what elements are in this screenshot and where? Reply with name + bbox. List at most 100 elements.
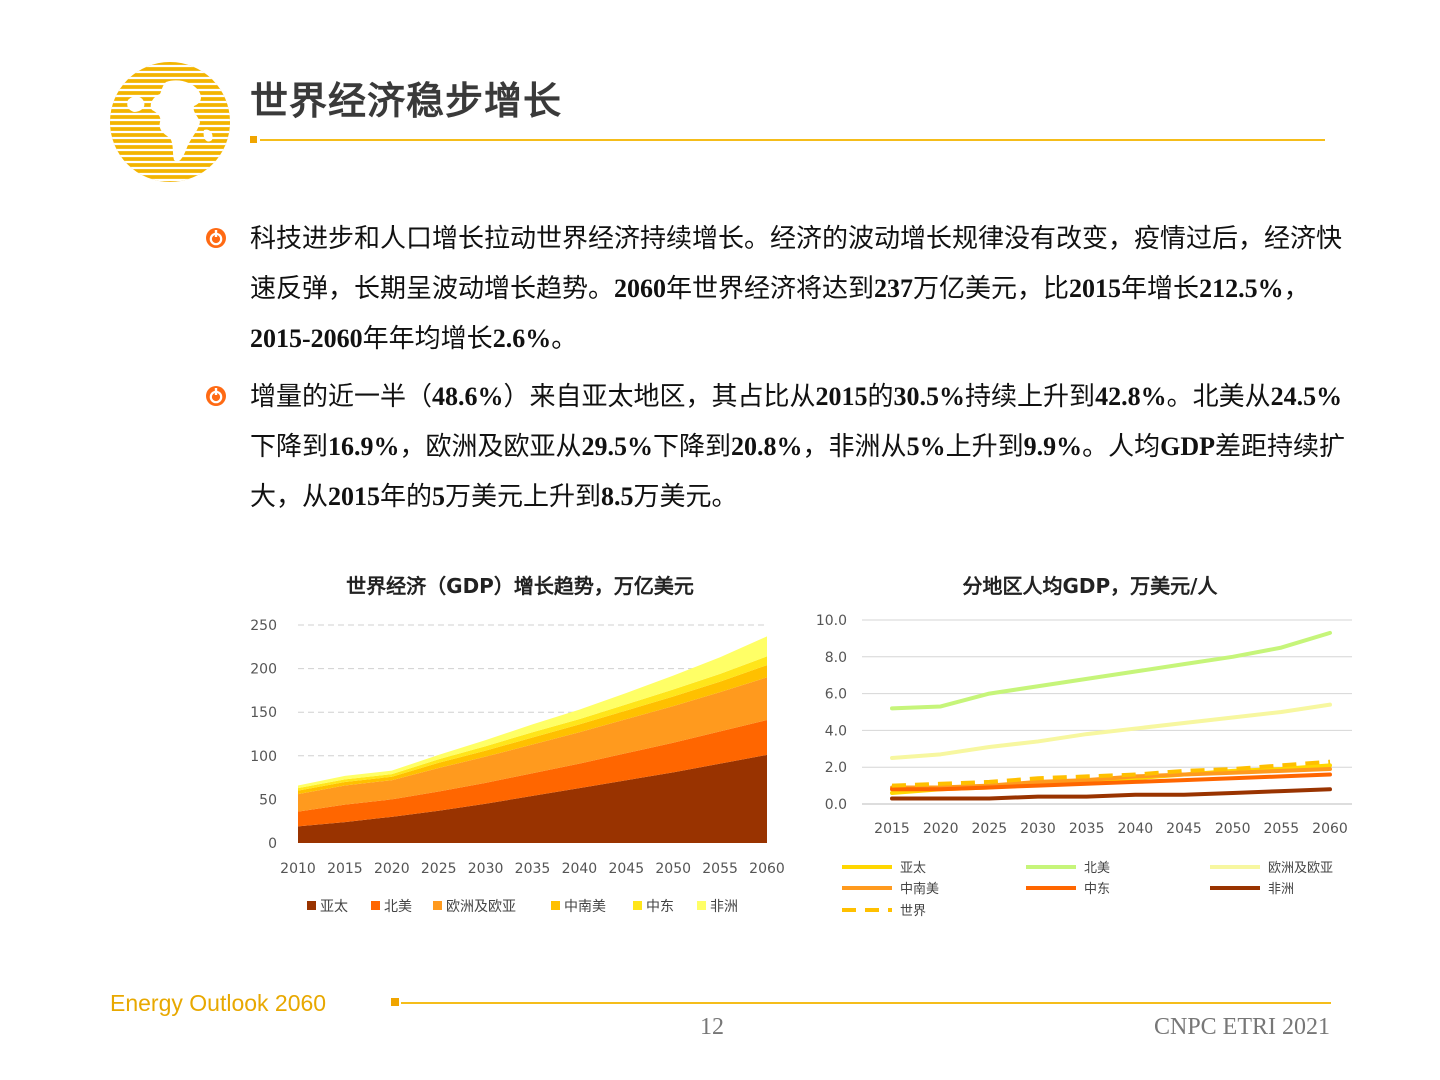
x-tick-label: 2045 xyxy=(608,861,644,877)
bold-text-run: 9.9% xyxy=(1023,432,1083,461)
page-title: 世界经济稳步增长 xyxy=(250,79,563,123)
bold-text-run: 2015 xyxy=(328,482,381,511)
y-tick-label: 250 xyxy=(250,618,277,634)
y-tick-label: 200 xyxy=(250,662,277,678)
y-tick-label: 8.0 xyxy=(825,650,847,666)
bullet-text: 增量的近一半（48.6%）来自亚太地区，其占比从2015的30.5%持续上升到4… xyxy=(250,382,1345,512)
line-series-6 xyxy=(891,759,1331,788)
y-tick-label: 50 xyxy=(259,792,277,808)
bold-text-run: 16.9% xyxy=(328,432,400,461)
legend-label: 北美 xyxy=(1084,861,1110,876)
legend-swatch xyxy=(633,901,642,910)
x-tick-label: 2055 xyxy=(1264,821,1300,837)
bold-text-run: 5% xyxy=(906,432,946,461)
line-series-4 xyxy=(890,772,1332,792)
text-run: 持续上升到 xyxy=(965,382,1096,412)
legend-label: 亚太 xyxy=(320,899,348,915)
bold-text-run: 212.5% xyxy=(1199,274,1284,303)
bullet-icon xyxy=(206,386,226,406)
text-run: 上升到 xyxy=(945,432,1024,462)
chart-title: 分地区人均GDP，万美元/人 xyxy=(963,574,1219,598)
text-run: 增量的近一半（ xyxy=(250,382,433,412)
text-run: ， xyxy=(1283,274,1310,304)
text-run: 万亿美元，比 xyxy=(913,274,1070,304)
text-run: 。人均 xyxy=(1082,432,1161,462)
area-series-1 xyxy=(298,720,767,827)
y-tick-label: 10.0 xyxy=(816,613,847,629)
text-run: ，非洲从 xyxy=(802,432,907,462)
x-tick-label: 2060 xyxy=(749,861,785,877)
legend-label: 北美 xyxy=(384,899,412,915)
y-tick-label: 150 xyxy=(250,705,277,721)
y-tick-label: 4.0 xyxy=(825,723,847,739)
text-run: 科技进步和人口增长拉动世界经济持续增长。经济的波动增长规律没有改变，疫情过后，经… xyxy=(250,224,1343,304)
bold-text-run: 24.5% xyxy=(1270,382,1343,411)
text-run: 的 xyxy=(867,382,894,412)
legend-swatch xyxy=(307,901,316,910)
x-tick-label: 2050 xyxy=(1215,821,1251,837)
legend-swatch xyxy=(433,901,442,910)
y-tick-label: 100 xyxy=(250,749,277,765)
bullet-item: 增量的近一半（48.6%）来自亚太地区，其占比从2015的30.5%持续上升到4… xyxy=(205,372,1345,522)
bold-text-run: 2060 xyxy=(614,274,667,303)
text-run: 万美元上升到 xyxy=(445,482,602,512)
line-series-1 xyxy=(890,630,1332,711)
y-tick-label: 0 xyxy=(268,836,277,852)
x-tick-label: 2040 xyxy=(1118,821,1154,837)
bullet-item: 科技进步和人口增长拉动世界经济持续增长。经济的波动增长规律没有改变，疫情过后，经… xyxy=(205,214,1345,364)
text-run: ）来自亚太地区，其占比从 xyxy=(503,382,816,412)
x-tick-label: 2045 xyxy=(1166,821,1202,837)
bold-text-run: 2015 xyxy=(815,382,868,411)
legend-label: 非洲 xyxy=(1268,882,1294,897)
bold-text-run: 42.8% xyxy=(1095,382,1167,411)
text-run: 年年均增长 xyxy=(362,324,493,354)
bold-text-run: 29.5% xyxy=(581,432,654,461)
bold-text-run: 2015 xyxy=(1069,274,1122,303)
y-tick-label: 2.0 xyxy=(825,760,847,776)
legend-label: 中南美 xyxy=(564,899,606,915)
line-series-5 xyxy=(890,787,1332,801)
legend-label: 非洲 xyxy=(710,899,738,915)
chart-title: 世界经济（GDP）增长趋势，万亿美元 xyxy=(346,574,694,598)
legend-label: 欧洲及欧亚 xyxy=(446,899,516,915)
bullet-text: 科技进步和人口增长拉动世界经济持续增长。经济的波动增长规律没有改变，疫情过后，经… xyxy=(250,224,1342,354)
bold-text-run: 48.6% xyxy=(432,382,504,411)
text-run: 。北美从 xyxy=(1166,382,1271,412)
x-tick-label: 2055 xyxy=(702,861,738,877)
text-run: ，欧洲及欧亚从 xyxy=(399,432,582,462)
area-series-0 xyxy=(298,754,767,843)
bullet-icon xyxy=(206,228,226,248)
text-run: 年世界经济将达到 xyxy=(666,274,875,304)
line-series-2 xyxy=(890,702,1332,760)
x-tick-label: 2020 xyxy=(923,821,959,837)
bold-text-run: 8.5 xyxy=(601,482,634,511)
legend-swatch xyxy=(551,901,560,910)
bold-text-run: 5 xyxy=(432,482,446,511)
legend-swatch xyxy=(371,901,380,910)
bold-text-run: GDP xyxy=(1160,432,1215,461)
x-tick-label: 2030 xyxy=(468,861,504,877)
bullet-list: 科技进步和人口增长拉动世界经济持续增长。经济的波动增长规律没有改变，疫情过后，经… xyxy=(205,214,1345,530)
text-run: 下降到 xyxy=(653,432,732,462)
legend-label: 欧洲及欧亚 xyxy=(1268,861,1333,876)
bold-text-run: 2.6% xyxy=(492,324,552,353)
x-tick-label: 2015 xyxy=(327,861,363,877)
legend-label: 亚太 xyxy=(900,861,926,876)
legend-label: 中东 xyxy=(646,899,674,915)
page-number: 12 xyxy=(700,1014,724,1040)
x-tick-label: 2035 xyxy=(515,861,551,877)
x-tick-label: 2015 xyxy=(874,821,910,837)
y-tick-label: 0.0 xyxy=(825,797,847,813)
legend-label: 世界 xyxy=(900,904,926,919)
x-tick-label: 2020 xyxy=(374,861,410,877)
title-divider xyxy=(250,136,1325,143)
x-tick-label: 2040 xyxy=(562,861,598,877)
text-run: 万美元。 xyxy=(633,482,738,512)
per-capita-gdp-line-chart: 分地区人均GDP，万美元/人 0.0 2.0 4.0 6.0 8.0 10.0 2015 202… xyxy=(816,574,1352,919)
bold-text-run: 30.5% xyxy=(893,382,966,411)
bold-text-run: 2015-2060 xyxy=(250,324,363,353)
x-tick-label: 2050 xyxy=(655,861,691,877)
globe-logo-icon xyxy=(110,62,230,182)
x-tick-label: 2030 xyxy=(1020,821,1056,837)
footer-report-name: Energy Outlook 2060 xyxy=(110,990,327,1016)
